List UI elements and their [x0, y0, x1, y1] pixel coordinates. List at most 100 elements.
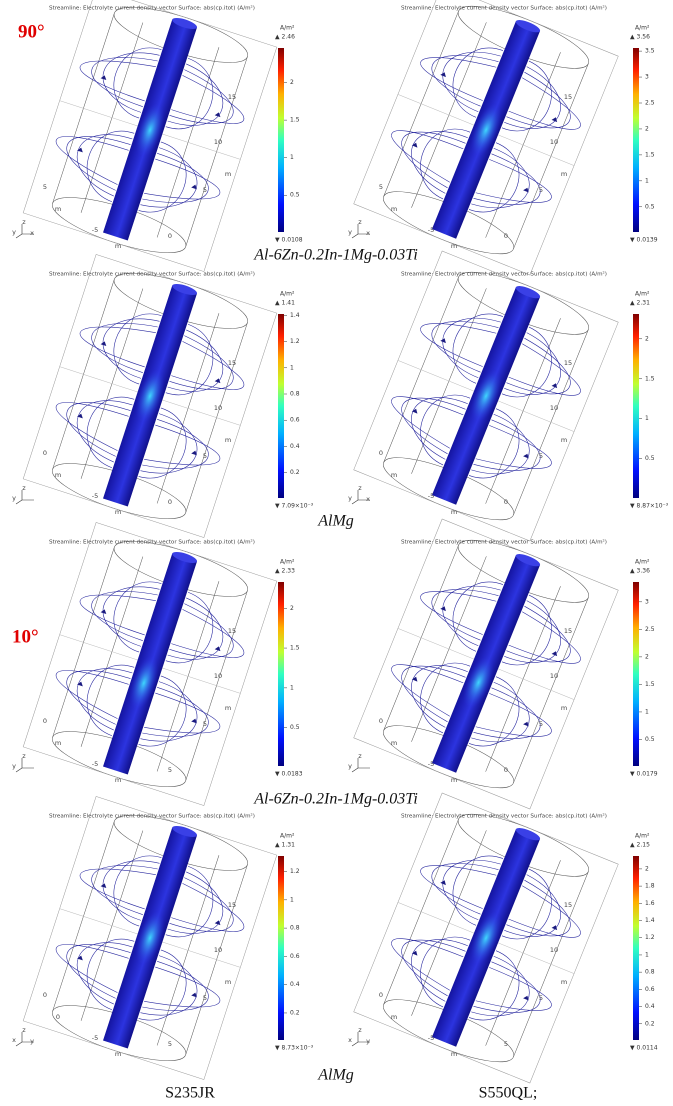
- axis-label: m: [55, 205, 61, 213]
- panel: Streamline: Electrolyte current density …: [12, 0, 303, 272]
- simulation-scene: [353, 792, 619, 1084]
- axis-label: 10: [214, 946, 222, 954]
- axis-label: 10: [214, 138, 222, 146]
- stream-arrow: [411, 676, 418, 682]
- axis-label: x: [348, 1036, 352, 1044]
- stream-arrow: [100, 883, 107, 889]
- axis-label: -5: [428, 1034, 434, 1042]
- panel: Streamline: Electrolyte current density …: [12, 522, 303, 806]
- colorbar-tick-label: 0.5: [645, 203, 655, 210]
- streamline: [401, 665, 466, 723]
- axis-label: -5: [428, 226, 434, 234]
- panel-title: Streamline: Electrolyte current density …: [49, 539, 255, 546]
- axis-label: m: [561, 704, 567, 712]
- colorbar-min: ▼ 0.0108: [275, 237, 303, 244]
- colorbar-max: ▲ 1.41: [275, 300, 295, 307]
- panel-title: Streamline: Electrolyte current density …: [401, 5, 607, 12]
- stream-arrow: [551, 117, 558, 123]
- panel-title: Streamline: Electrolyte current density …: [49, 5, 255, 12]
- axis-label: m: [391, 1013, 397, 1021]
- streamline: [142, 419, 209, 469]
- colorbar: [278, 48, 284, 232]
- axis-label: y: [348, 762, 352, 770]
- axis-label: 10: [550, 404, 558, 412]
- colorbar-tick-label: 2: [290, 605, 294, 612]
- stream-arrow: [440, 338, 446, 344]
- streamline: [442, 859, 501, 921]
- stream-arrow: [551, 925, 558, 931]
- stream-arrow: [100, 75, 107, 81]
- colorbar: [633, 582, 639, 766]
- colorbar-tick-label: 0.4: [290, 443, 300, 450]
- colorbar-tick-label: 1.5: [645, 681, 655, 688]
- axis-triad: [351, 224, 370, 239]
- axis-label: y: [348, 228, 352, 236]
- colorbar: [633, 314, 639, 498]
- colorbar-tick-label: 0.8: [290, 391, 300, 398]
- streamline: [142, 153, 209, 203]
- colorbar-min: ▼ 0.0179: [630, 771, 658, 778]
- axis-label: z: [358, 484, 362, 492]
- streamline: [102, 860, 160, 921]
- axis-label: y: [12, 762, 16, 770]
- axis-label: 0: [168, 498, 172, 506]
- axis-label: m: [561, 170, 567, 178]
- stream-arrow: [191, 450, 197, 456]
- stream-arrow: [77, 681, 83, 687]
- axis-label: 15: [564, 901, 572, 909]
- axis-label: 0: [504, 232, 508, 240]
- electrode-top: [172, 283, 198, 296]
- axis-label: 15: [228, 627, 236, 635]
- colorbar-min: ▼ 7.09×10⁻³: [275, 503, 314, 510]
- electrode-top: [172, 825, 198, 838]
- streamline: [504, 332, 561, 395]
- axis-label: m: [55, 739, 61, 747]
- axis-triad: [351, 758, 370, 773]
- colorbar-tick-label: 2: [290, 79, 294, 86]
- axis-label: 5: [379, 183, 383, 191]
- colorbar-tick-label: 2: [645, 335, 649, 342]
- axis-label: 5: [203, 720, 207, 728]
- axis-triad: [351, 1032, 370, 1047]
- streamline: [431, 589, 499, 641]
- streamline: [91, 57, 158, 107]
- axis-label: y: [30, 1037, 34, 1045]
- colorbar-tick-label: 1: [645, 177, 649, 184]
- caption: AlMg: [317, 513, 354, 530]
- axis-label: 0: [43, 717, 47, 725]
- stream-arrow: [77, 147, 83, 153]
- current-hotspot: [129, 656, 159, 710]
- colorbar-tick-label: 1.5: [645, 151, 655, 158]
- colorbar-tick-label: 0.4: [645, 1003, 655, 1010]
- colorbar-tick-label: 3: [645, 598, 649, 605]
- panel-title: Streamline: Electrolyte current density …: [49, 271, 255, 278]
- current-hotspot: [135, 103, 165, 157]
- electrode-top: [515, 554, 541, 567]
- colorbar-tick-label: 0.5: [645, 736, 655, 743]
- colorbar-max: ▲ 3.36: [630, 568, 650, 575]
- colorbar-tick-label: 1: [645, 951, 649, 958]
- simulation-scene: [22, 522, 278, 806]
- axis-label: y: [12, 494, 16, 502]
- current-hotspot: [470, 103, 502, 157]
- axis-label: z: [22, 1026, 26, 1034]
- streamline: [167, 63, 224, 126]
- streamline: [431, 55, 499, 107]
- colorbar-max: ▲ 2.33: [275, 568, 295, 575]
- colorbar-min: ▼ 0.0139: [630, 237, 658, 244]
- axis-label: m: [55, 471, 61, 479]
- colorbar-unit: A/m²: [280, 833, 295, 840]
- colorbar-min: ▼ 8.73×10⁻³: [275, 1045, 314, 1052]
- electrode-top: [172, 551, 198, 564]
- panel-title: Streamline: Electrolyte current density …: [401, 539, 607, 546]
- colorbar-tick-label: 1: [645, 415, 649, 422]
- current-hotspot: [470, 911, 502, 965]
- colorbar-tick-label: 0.2: [290, 1009, 300, 1016]
- stream-arrow: [523, 721, 529, 727]
- axis-label: z: [358, 218, 362, 226]
- streamline: [473, 153, 541, 205]
- streamline: [167, 597, 224, 660]
- streamline: [506, 879, 571, 937]
- axis-label: 5: [539, 994, 543, 1002]
- axis-triad: [15, 490, 34, 505]
